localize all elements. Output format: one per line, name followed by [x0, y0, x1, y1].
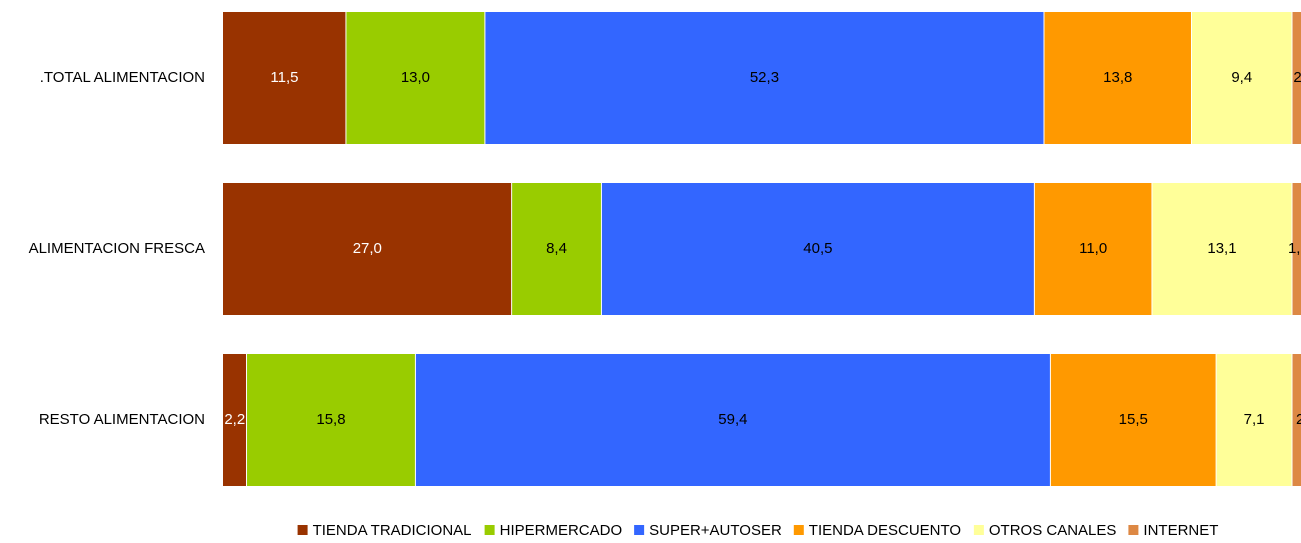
bar-super-autoser-total-alimentacion: [484, 12, 1044, 144]
value-label-hipermercado-total-alimentacion: 13,0: [401, 69, 430, 86]
legend-swatch: [634, 525, 645, 535]
value-labels: 11,5 13,0 52,3 13,8 9,4 2,2 27,0 8,4 40,5 11,0 13,…: [224, 69, 1301, 428]
bar-internet-total-alimentacion: [1292, 12, 1301, 144]
value-label-otros-canales-resto-alimentacion: 7,1: [1244, 411, 1265, 428]
legend-label: TIENDA DESCUENTO: [809, 522, 961, 539]
category-label-total-alimentacion: .TOTAL ALIMENTACION: [40, 69, 205, 86]
bars-layer: [223, 12, 1301, 486]
category-labels: .TOTAL ALIMENTACION ALIMENTACION FRESCA RE…: [29, 69, 205, 428]
value-label-tienda-descuento-total-alimentacion: 13,8: [1103, 69, 1132, 86]
legend-item-otros-canales: OTROS CANALES: [973, 522, 1117, 539]
bar-super-autoser-alimentacion-fresca: [601, 183, 1035, 315]
bar-tienda-descuento-resto-alimentacion: [1050, 354, 1217, 486]
bar-otros-canales-alimentacion-fresca: [1151, 183, 1292, 315]
legend-swatch: [1128, 525, 1139, 535]
value-label-super-autoser-alimentacion-fresca: 40,5: [803, 240, 832, 257]
legend-item-hipermercado: HIPERMERCADO: [484, 522, 623, 539]
legend-item-tienda-tradicional: TIENDA TRADICIONAL: [297, 522, 472, 539]
value-label-otros-canales-total-alimentacion: 9,4: [1231, 69, 1252, 86]
bar-internet-resto-alimentacion: [1292, 354, 1301, 486]
legend-label: HIPERMERCADO: [500, 522, 623, 539]
legend-swatch: [484, 525, 495, 535]
value-label-super-autoser-total-alimentacion: 52,3: [750, 69, 779, 86]
legend-label: TIENDA TRADICIONAL: [313, 522, 472, 539]
bar-internet-alimentacion-fresca: [1292, 183, 1301, 315]
value-label-internet-resto-alimentacion: 2,7: [1296, 411, 1301, 428]
bar-tienda-tradicional-resto-alimentacion: [223, 354, 247, 486]
bar-otros-canales-resto-alimentacion: [1216, 354, 1292, 486]
legend-item-tienda-descuento: TIENDA DESCUENTO: [793, 522, 961, 539]
value-label-tienda-tradicional-total-alimentacion: 11,5: [270, 69, 298, 86]
legend-swatch: [973, 525, 984, 535]
legend-swatch: [793, 525, 804, 535]
legend-label: INTERNET: [1143, 522, 1218, 539]
legend: TIENDA TRADICIONAL HIPERMERCADO SUPER+AUTO…: [297, 522, 1218, 539]
value-label-internet-alimentacion-fresca: 1,2: [1288, 240, 1301, 257]
value-label-otros-canales-alimentacion-fresca: 13,1: [1207, 240, 1236, 257]
bar-hipermercado-alimentacion-fresca: [511, 183, 602, 315]
value-label-tienda-descuento-resto-alimentacion: 15,5: [1119, 411, 1148, 428]
legend-item-internet: INTERNET: [1128, 522, 1218, 539]
bar-otros-canales-total-alimentacion: [1191, 12, 1292, 144]
bar-tienda-descuento-total-alimentacion: [1043, 12, 1192, 144]
value-label-tienda-tradicional-resto-alimentacion: 2,2: [224, 411, 245, 428]
legend-label: SUPER+AUTOSER: [649, 522, 782, 539]
legend-label: OTROS CANALES: [989, 522, 1117, 539]
value-label-tienda-tradicional-alimentacion-fresca: 27,0: [353, 240, 382, 257]
value-label-hipermercado-resto-alimentacion: 15,8: [316, 411, 345, 428]
value-label-internet-total-alimentacion: 2,2: [1293, 69, 1301, 86]
bar-super-autoser-resto-alimentacion: [415, 354, 1051, 486]
value-label-super-autoser-resto-alimentacion: 59,4: [718, 411, 747, 428]
bar-tienda-tradicional-total-alimentacion: [223, 12, 346, 144]
value-label-hipermercado-alimentacion-fresca: 8,4: [546, 240, 567, 257]
category-label-alimentacion-fresca: ALIMENTACION FRESCA: [29, 240, 205, 257]
bar-hipermercado-total-alimentacion: [345, 12, 485, 144]
bar-tienda-descuento-alimentacion-fresca: [1034, 183, 1152, 315]
bar-tienda-tradicional-alimentacion-fresca: [223, 183, 512, 315]
bar-hipermercado-resto-alimentacion: [246, 354, 416, 486]
value-label-tienda-descuento-alimentacion-fresca: 11,0: [1079, 240, 1107, 257]
legend-item-super-autoser: SUPER+AUTOSER: [634, 522, 782, 539]
legend-swatch: [297, 525, 308, 535]
category-label-resto-alimentacion: RESTO ALIMENTACION: [39, 411, 205, 428]
